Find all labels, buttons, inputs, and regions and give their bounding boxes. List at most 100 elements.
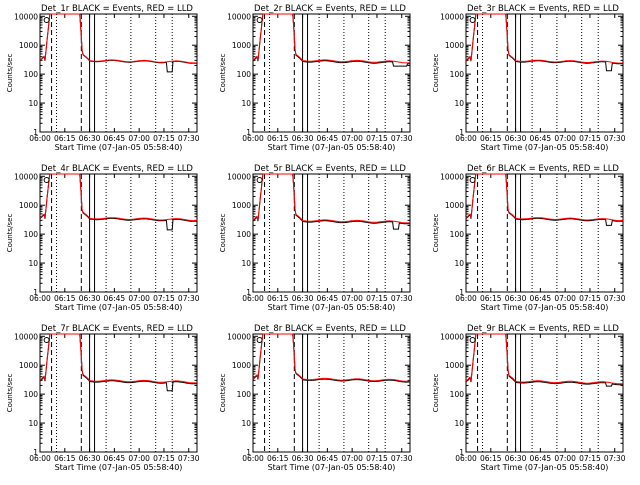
panel-8: Det_8r BLACK = Events, RED = LLD 1 10 100 10… (219, 324, 413, 472)
lld-series-line (465, 173, 624, 222)
panel-title: Det_7r BLACK = Events, RED = LLD (41, 324, 193, 334)
y-tick-label: 100 (450, 230, 465, 239)
y-tick-label: 1 (246, 448, 251, 457)
plot-frame (252, 173, 411, 293)
y-tick-label: 10 (454, 259, 464, 268)
x-tick-label: 06:45 (317, 134, 339, 143)
x-tick-label: 07:30 (178, 454, 200, 463)
x-tick-label: 06:45 (530, 294, 552, 303)
panel-7: Det_7r BLACK = Events, RED = LLD 1 10 100 10… (6, 324, 200, 472)
x-tick-label: 06:45 (104, 454, 126, 463)
x-tick-label: 07:15 (153, 134, 175, 143)
y-tick-label: 1 (246, 288, 251, 297)
x-tick-label: 06:00 (455, 294, 477, 303)
x-tick-label: 07:00 (341, 134, 363, 143)
x-tick-label: 07:30 (391, 134, 413, 143)
events-series-line (465, 173, 624, 226)
x-axis-label: Start Time (07-Jan-05 05:58:40) (55, 143, 183, 152)
y-tick-label: 100 (237, 390, 252, 399)
y-tick-label: 10 (28, 99, 38, 108)
lld-series-line (39, 13, 198, 64)
x-tick-label: 07:30 (178, 134, 200, 143)
panel-1: Det_1r BLACK = Events, RED = LLD 1 10 100 10… (6, 4, 200, 152)
lld-series-line (252, 173, 411, 224)
y-tick-label: 100 (24, 390, 39, 399)
y-tick-label: 1 (33, 448, 38, 457)
start-marker-icon (256, 17, 263, 23)
panel-4: Det_4r BLACK = Events, RED = LLD 1 10 100 10… (6, 164, 200, 312)
x-tick-label: 06:30 (505, 294, 527, 303)
y-tick-label: 10 (241, 99, 251, 108)
x-tick-label: 06:00 (455, 454, 477, 463)
plot-frame (465, 333, 624, 453)
y-tick-label: 1000 (19, 41, 38, 50)
x-tick-label: 06:45 (317, 294, 339, 303)
plot-frame (252, 13, 411, 133)
x-tick-label: 06:30 (79, 134, 101, 143)
start-marker-icon (469, 177, 476, 183)
y-tick-label: 10000 (440, 332, 464, 341)
y-tick-label: 1 (459, 128, 464, 137)
plot-frame (465, 13, 624, 133)
x-tick-label: 07:15 (579, 454, 601, 463)
y-axis-label: Counts/sec (6, 214, 14, 253)
x-tick-label: 07:30 (178, 294, 200, 303)
x-axis-label: Start Time (07-Jan-05 05:58:40) (481, 303, 609, 312)
panel-3: Det_3r BLACK = Events, RED = LLD 1 10 100 10… (432, 4, 626, 152)
plot-frame (252, 333, 411, 453)
panel-9: Det_9r BLACK = Events, RED = LLD 1 10 100 10… (432, 324, 626, 472)
panel-title: Det_6r BLACK = Events, RED = LLD (467, 164, 619, 174)
x-tick-label: 06:00 (29, 294, 51, 303)
y-tick-label: 10 (28, 259, 38, 268)
events-series-line (39, 13, 198, 73)
x-tick-label: 06:15 (480, 134, 502, 143)
x-tick-label: 06:45 (530, 134, 552, 143)
y-tick-label: 1000 (19, 361, 38, 370)
y-tick-label: 10000 (14, 172, 38, 181)
y-tick-label: 1000 (232, 361, 251, 370)
y-tick-label: 10 (454, 99, 464, 108)
y-axis-label: Counts/sec (219, 214, 227, 253)
start-marker-icon (469, 17, 476, 23)
y-tick-label: 10 (241, 419, 251, 428)
x-tick-label: 06:15 (54, 454, 76, 463)
x-tick-label: 07:15 (153, 454, 175, 463)
x-tick-label: 07:15 (579, 134, 601, 143)
x-tick-label: 06:15 (480, 454, 502, 463)
x-tick-label: 06:45 (530, 454, 552, 463)
x-tick-label: 07:00 (554, 134, 576, 143)
y-tick-label: 10000 (440, 12, 464, 21)
y-tick-label: 10000 (227, 172, 251, 181)
x-tick-label: 06:30 (292, 294, 314, 303)
panel-title: Det_4r BLACK = Events, RED = LLD (41, 164, 193, 174)
y-tick-label: 1 (246, 128, 251, 137)
start-marker-icon (43, 177, 50, 183)
start-marker-icon (43, 337, 50, 343)
lld-series-line (39, 333, 198, 384)
y-tick-label: 1 (459, 448, 464, 457)
x-tick-label: 07:15 (153, 294, 175, 303)
x-tick-label: 06:00 (29, 134, 51, 143)
x-tick-label: 06:45 (104, 294, 126, 303)
y-tick-label: 1000 (232, 41, 251, 50)
x-tick-label: 07:30 (391, 454, 413, 463)
x-tick-label: 06:30 (79, 454, 101, 463)
x-axis-label: Start Time (07-Jan-05 05:58:40) (268, 143, 396, 152)
panel-title: Det_9r BLACK = Events, RED = LLD (467, 324, 619, 334)
x-tick-label: 06:45 (104, 134, 126, 143)
x-tick-label: 06:30 (292, 454, 314, 463)
x-tick-label: 07:00 (128, 294, 150, 303)
y-axis-label: Counts/sec (219, 374, 227, 413)
x-tick-label: 07:00 (554, 294, 576, 303)
y-tick-label: 1 (459, 288, 464, 297)
y-tick-label: 10000 (14, 332, 38, 341)
x-tick-label: 07:30 (391, 294, 413, 303)
y-tick-label: 1 (33, 288, 38, 297)
y-axis-label: Counts/sec (432, 214, 440, 253)
x-tick-label: 06:15 (267, 134, 289, 143)
y-tick-label: 1000 (445, 361, 464, 370)
x-tick-label: 07:15 (366, 454, 388, 463)
start-marker-icon (43, 17, 50, 23)
x-axis-label: Start Time (07-Jan-05 05:58:40) (268, 463, 396, 472)
